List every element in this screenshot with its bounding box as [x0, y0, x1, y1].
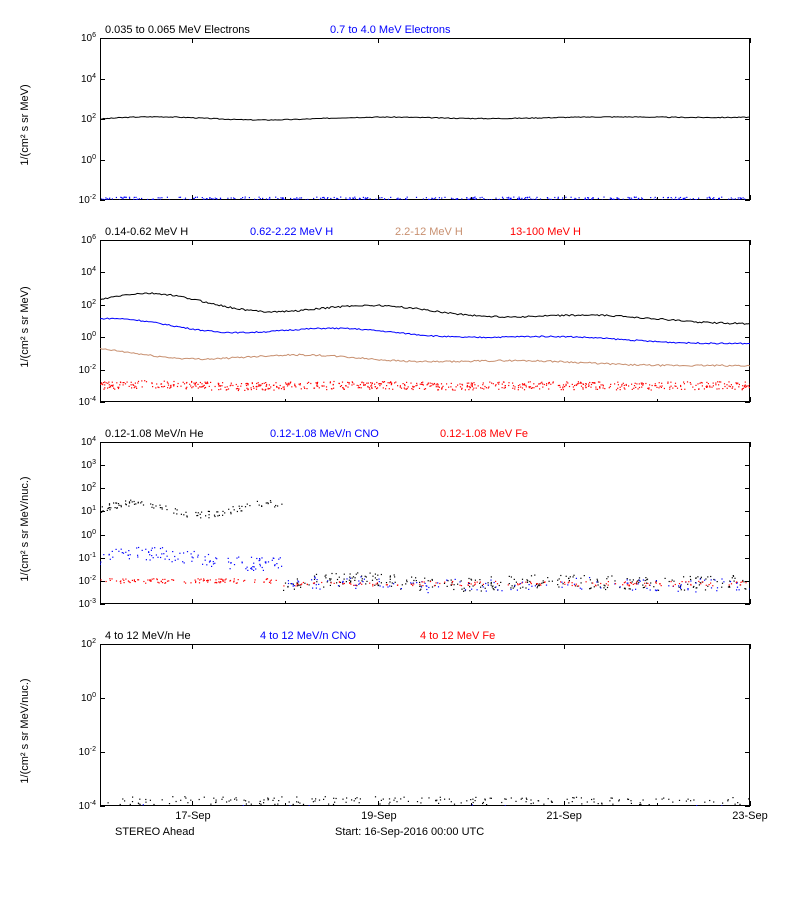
- series-legend: 0.14-0.62 MeV H: [105, 226, 188, 238]
- panel-svg: [100, 38, 750, 200]
- xtick-label: 19-Sep: [361, 810, 396, 822]
- ytick-label: 102: [58, 482, 96, 494]
- ytick-label: 106: [58, 32, 96, 44]
- ytick-label: 100: [58, 692, 96, 704]
- ytick-label: 103: [58, 459, 96, 471]
- footer-left: STEREO Ahead: [115, 826, 195, 838]
- ytick-label: 10-2: [58, 194, 96, 206]
- footer-center: Start: 16-Sep-2016 00:00 UTC: [335, 826, 484, 838]
- series-legend: 2.2-12 MeV H: [395, 226, 463, 238]
- ytick-label: 10-3: [58, 598, 96, 610]
- ytick-label: 102: [58, 113, 96, 125]
- panel-svg: [100, 442, 750, 604]
- ytick-label: 102: [58, 299, 96, 311]
- ytick-label: 100: [58, 331, 96, 343]
- series-legend: 13-100 MeV H: [510, 226, 581, 238]
- series-legend: 0.12-1.08 MeV/n CNO: [270, 428, 379, 440]
- ytick-label: 10-4: [58, 800, 96, 812]
- ytick-label: 104: [58, 72, 96, 84]
- ytick-label: 102: [58, 638, 96, 650]
- ytick-label: 101: [58, 505, 96, 517]
- xtick-label: 23-Sep: [732, 810, 767, 822]
- xtick-label: 17-Sep: [175, 810, 210, 822]
- series-legend: 4 to 12 MeV/n He: [105, 630, 191, 642]
- ytick-label: 106: [58, 234, 96, 246]
- ytick-label: 10-2: [58, 363, 96, 375]
- ytick-label: 104: [58, 436, 96, 448]
- series-legend: 0.12-1.08 MeV Fe: [440, 428, 528, 440]
- series-legend: 0.035 to 0.065 MeV Electrons: [105, 24, 250, 36]
- xtick-label: 21-Sep: [546, 810, 581, 822]
- series-legend: 0.62-2.22 MeV H: [250, 226, 333, 238]
- series-legend: 0.7 to 4.0 MeV Electrons: [330, 24, 450, 36]
- ytick-label: 10-2: [58, 746, 96, 758]
- series-legend: 4 to 12 MeV/n CNO: [260, 630, 356, 642]
- ytick-label: 10-2: [58, 575, 96, 587]
- series-legend: 4 to 12 MeV Fe: [420, 630, 495, 642]
- panel-svg: [100, 240, 750, 402]
- panel-svg: [100, 644, 750, 806]
- ytick-label: 100: [58, 153, 96, 165]
- ytick-label: 100: [58, 528, 96, 540]
- series-legend: 0.12-1.08 MeV/n He: [105, 428, 203, 440]
- ytick-label: 10-4: [58, 396, 96, 408]
- ytick-label: 10-1: [58, 552, 96, 564]
- ytick-label: 104: [58, 266, 96, 278]
